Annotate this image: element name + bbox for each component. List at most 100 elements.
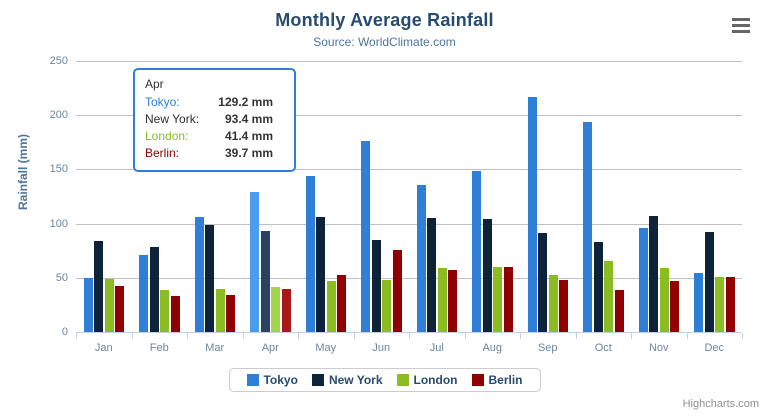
legend-item-berlin[interactable]: Berlin bbox=[471, 373, 523, 387]
tooltip-series-name: New York: bbox=[145, 112, 200, 126]
legend-swatch-icon bbox=[311, 374, 324, 386]
x-axis-tick bbox=[464, 333, 466, 339]
bar-new-york-mar[interactable] bbox=[205, 225, 214, 332]
x-axis-label-aug: Aug bbox=[482, 342, 503, 354]
x-axis-label-oct: Oct bbox=[594, 342, 612, 354]
tooltip-series-value: 93.4 mm bbox=[224, 112, 273, 126]
bar-berlin-oct[interactable] bbox=[614, 289, 624, 332]
gridline bbox=[76, 61, 742, 62]
bar-london-jan[interactable] bbox=[104, 279, 114, 332]
y-axis-labels: 0 50 100 150 200 250 bbox=[22, 55, 68, 338]
x-axis-tick bbox=[187, 333, 188, 339]
x-axis-label-feb: Feb bbox=[149, 342, 169, 354]
hamburger-bar bbox=[732, 24, 750, 27]
gridline bbox=[76, 169, 742, 171]
bar-berlin-sep[interactable] bbox=[559, 280, 568, 332]
bar-new-york-jul[interactable] bbox=[427, 218, 436, 332]
credits-link[interactable]: Highcharts.com bbox=[682, 398, 759, 410]
bar-tokyo-jan[interactable] bbox=[83, 277, 93, 332]
x-axis-tick bbox=[575, 333, 577, 339]
bar-london-jul[interactable] bbox=[437, 268, 447, 332]
y-axis-tick-label: 50 bbox=[55, 271, 68, 284]
bar-london-may[interactable] bbox=[326, 281, 336, 332]
legend-item-new-york[interactable]: New York bbox=[311, 373, 383, 387]
x-axis-tick bbox=[242, 333, 244, 339]
legend-label: Tokyo bbox=[263, 373, 298, 387]
bar-tokyo-sep[interactable] bbox=[527, 97, 537, 332]
bar-new-york-dec[interactable] bbox=[704, 231, 714, 332]
bar-new-york-feb[interactable] bbox=[149, 246, 159, 332]
bar-new-york-may[interactable] bbox=[316, 217, 325, 332]
legend-item-london[interactable]: London bbox=[396, 373, 458, 387]
bar-berlin-may[interactable] bbox=[337, 274, 346, 332]
bar-new-york-oct[interactable] bbox=[593, 241, 603, 332]
bar-berlin-mar[interactable] bbox=[226, 294, 235, 332]
y-axis-tick-label: 250 bbox=[49, 55, 68, 67]
bar-new-york-sep[interactable] bbox=[538, 233, 547, 332]
bar-berlin-jul[interactable] bbox=[448, 269, 457, 332]
bar-tokyo-dec[interactable] bbox=[694, 273, 703, 332]
tooltip-row: Berlin: 39.7 mm bbox=[145, 145, 284, 162]
y-axis-tick-label: 150 bbox=[49, 163, 68, 176]
bar-new-york-apr[interactable] bbox=[260, 230, 270, 332]
bar-london-mar[interactable] bbox=[215, 289, 225, 332]
bar-new-york-aug[interactable] bbox=[482, 218, 492, 332]
bar-tokyo-feb[interactable] bbox=[139, 254, 148, 332]
x-axis-tick bbox=[131, 333, 133, 339]
tooltip-row: London: 41.4 mm bbox=[145, 128, 284, 145]
x-axis-label-jul: Jul bbox=[429, 342, 444, 354]
bar-tokyo-mar[interactable] bbox=[194, 216, 204, 332]
bar-berlin-jun[interactable] bbox=[392, 250, 402, 332]
bar-tokyo-may[interactable] bbox=[305, 175, 315, 332]
bar-tokyo-aug[interactable] bbox=[472, 171, 481, 332]
bar-london-sep[interactable] bbox=[548, 275, 558, 332]
tooltip-series-name: Berlin: bbox=[145, 146, 180, 160]
gridline bbox=[76, 223, 742, 225]
legend-label: Berlin bbox=[488, 373, 523, 387]
bar-tokyo-oct[interactable] bbox=[583, 121, 592, 332]
bar-tokyo-apr[interactable] bbox=[250, 191, 259, 332]
bar-tokyo-jul[interactable] bbox=[416, 185, 426, 332]
legend-swatch-icon bbox=[471, 374, 484, 386]
x-axis-tick bbox=[686, 333, 688, 339]
x-axis-tick bbox=[76, 333, 77, 339]
x-axis-label-jan: Jan bbox=[94, 342, 113, 354]
y-axis-tick-label: 200 bbox=[49, 109, 68, 122]
x-axis-tick bbox=[631, 333, 632, 339]
x-axis-line bbox=[76, 332, 742, 333]
bar-london-nov[interactable] bbox=[659, 267, 669, 332]
tooltip-series-value: 41.4 mm bbox=[224, 129, 273, 143]
hamburger-bar bbox=[732, 30, 750, 33]
x-axis-tick bbox=[409, 333, 410, 339]
x-axis-label-mar: Mar bbox=[205, 342, 225, 354]
bar-tokyo-jun[interactable] bbox=[361, 141, 370, 332]
bar-berlin-nov[interactable] bbox=[670, 281, 679, 332]
bar-berlin-apr[interactable] bbox=[281, 288, 291, 332]
x-axis-tick bbox=[298, 333, 299, 339]
legend-swatch-icon bbox=[246, 374, 259, 386]
legend-swatch-icon bbox=[396, 374, 409, 386]
legend-label: London bbox=[413, 373, 458, 387]
bar-london-feb[interactable] bbox=[160, 289, 169, 332]
legend-item-tokyo[interactable]: Tokyo bbox=[246, 373, 298, 387]
x-axis-tick bbox=[742, 333, 743, 339]
bar-berlin-aug[interactable] bbox=[503, 266, 513, 332]
bar-tokyo-nov[interactable] bbox=[638, 228, 648, 332]
bar-new-york-nov[interactable] bbox=[649, 216, 658, 332]
bar-berlin-feb[interactable] bbox=[170, 296, 180, 332]
bar-london-jun[interactable] bbox=[382, 279, 391, 332]
bar-london-dec[interactable] bbox=[715, 276, 724, 332]
bar-new-york-jan[interactable] bbox=[94, 241, 103, 332]
gridline bbox=[76, 277, 742, 279]
bar-new-york-jun[interactable] bbox=[371, 240, 381, 332]
bar-berlin-jan[interactable] bbox=[115, 286, 124, 332]
bar-london-apr[interactable] bbox=[271, 287, 280, 332]
hamburger-menu-icon[interactable] bbox=[729, 14, 753, 36]
bar-berlin-dec[interactable] bbox=[725, 276, 735, 332]
x-axis-label-jun: Jun bbox=[372, 342, 391, 354]
x-axis-label-apr: Apr bbox=[261, 342, 279, 354]
tooltip-header: Apr bbox=[145, 77, 164, 91]
bar-london-aug[interactable] bbox=[493, 267, 502, 332]
bar-london-oct[interactable] bbox=[604, 261, 613, 332]
